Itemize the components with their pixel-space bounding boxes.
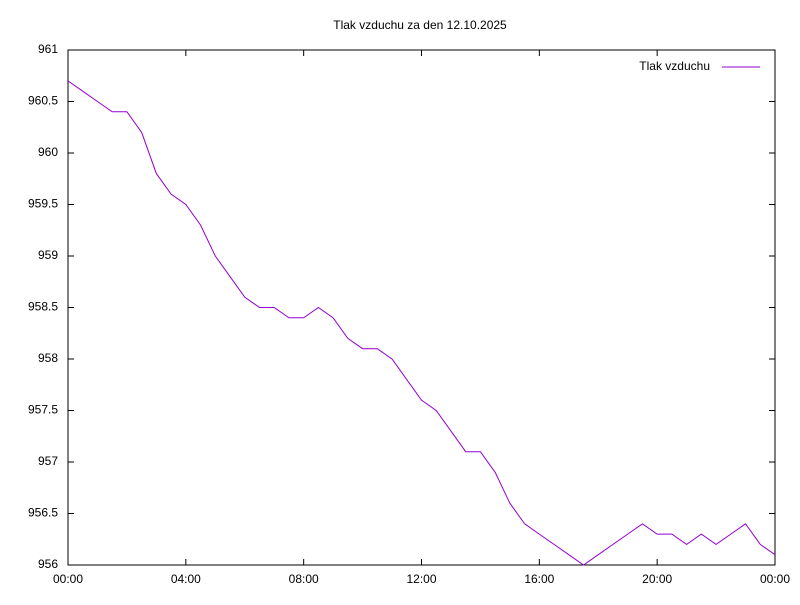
y-tick-label: 958.5	[28, 300, 58, 314]
x-tick-label: 00:00	[760, 572, 790, 586]
x-tick-label: 16:00	[524, 572, 554, 586]
x-tick-label: 04:00	[171, 572, 201, 586]
y-tick-label: 958	[38, 351, 58, 365]
x-tick-label: 08:00	[289, 572, 319, 586]
y-tick-label: 961	[38, 42, 58, 56]
y-tick-label: 956.5	[28, 506, 58, 520]
plot-border	[67, 49, 776, 566]
y-tick-label: 960	[38, 145, 58, 159]
y-tick-label: 957	[38, 454, 58, 468]
y-tick-label: 959.5	[28, 197, 58, 211]
legend-label: Tlak vzduchu	[639, 59, 710, 73]
x-tick-label: 00:00	[53, 572, 83, 586]
data-line	[67, 80, 776, 566]
y-tick-label: 960.5	[28, 94, 58, 108]
x-tick-label: 20:00	[642, 572, 672, 586]
y-tick-label: 956	[38, 557, 58, 571]
y-tick-label: 959	[38, 248, 58, 262]
chart-title: Tlak vzduchu za den 12.10.2025	[333, 18, 507, 32]
x-tick-label: 12:00	[406, 572, 436, 586]
y-tick-label: 957.5	[28, 403, 58, 417]
